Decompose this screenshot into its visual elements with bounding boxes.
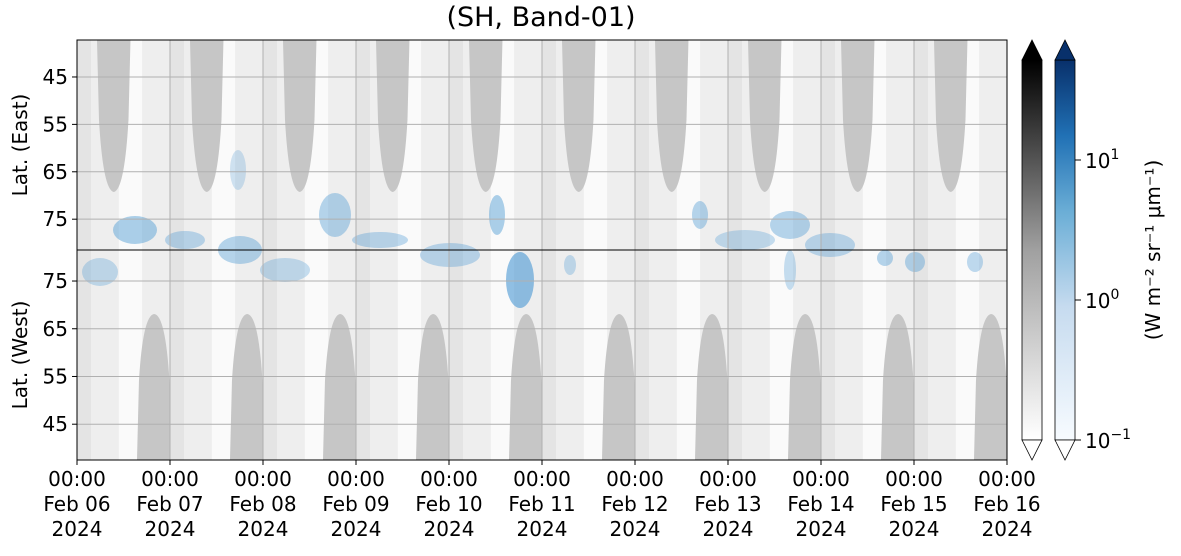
x-tick-label: 2024	[52, 517, 103, 541]
x-tick-label: 2024	[796, 517, 847, 541]
night-swath	[561, 40, 596, 192]
night-swath	[322, 314, 358, 460]
x-tick-label: 00:00	[513, 467, 571, 491]
x-tick-label: 2024	[145, 517, 196, 541]
y-tick-label: 55	[43, 112, 68, 136]
night-swath	[840, 40, 875, 192]
y-axis-label: Lat. (West)	[8, 301, 32, 410]
x-tick-label: 2024	[610, 517, 661, 541]
x-tick-label: Feb 10	[415, 492, 482, 516]
x-tick-label: 2024	[238, 517, 289, 541]
x-tick-label: 00:00	[792, 467, 850, 491]
x-tick-label: 00:00	[234, 467, 292, 491]
tick-exponent: 1	[1110, 147, 1119, 163]
x-tick-label: Feb 07	[136, 492, 203, 516]
colorbar-tick-label: 101	[1085, 147, 1119, 173]
night-swath	[229, 314, 265, 460]
x-tick-label: 2024	[889, 517, 940, 541]
x-tick-label: Feb 14	[787, 492, 854, 516]
tick-base: 10	[1085, 289, 1110, 313]
x-tick-label: 00:00	[606, 467, 664, 491]
night-swath	[601, 314, 637, 460]
x-tick-label: 2024	[517, 517, 568, 541]
x-tick-label: Feb 08	[229, 492, 296, 516]
night-swath	[136, 314, 172, 460]
colorbar	[1054, 59, 1076, 441]
y-tick-label: 75	[43, 269, 68, 293]
colorbar-extend-max	[1021, 39, 1043, 61]
night-swath	[96, 40, 131, 192]
night-swath	[508, 314, 544, 460]
x-tick-label: 00:00	[327, 467, 385, 491]
night-swath	[282, 40, 317, 192]
x-tick-label: 2024	[703, 517, 754, 541]
radiance-patches	[82, 150, 983, 308]
x-tick-label: 00:00	[141, 467, 199, 491]
night-swath	[654, 40, 689, 192]
x-tick-label: Feb 13	[694, 492, 761, 516]
x-tick-label: 00:00	[420, 467, 478, 491]
night-swath	[189, 40, 224, 192]
y-tick-label: 55	[43, 364, 68, 388]
colorbar-extend-min	[1054, 439, 1076, 461]
night-swath	[375, 40, 410, 192]
night-swath	[747, 40, 782, 192]
x-tick-label: 00:00	[978, 467, 1036, 491]
night-swath	[468, 40, 503, 192]
x-tick-label: Feb 15	[880, 492, 947, 516]
chart-title: (SH, Band-01)	[446, 2, 635, 33]
x-tick-label: Feb 09	[322, 492, 389, 516]
x-tick-label: Feb 12	[601, 492, 668, 516]
y-tick-label: 45	[43, 412, 68, 436]
y-tick-label: 45	[43, 65, 68, 89]
tick-exponent: 0	[1110, 287, 1119, 303]
night-swath	[694, 314, 730, 460]
colorbar	[1021, 59, 1043, 441]
night-swath	[880, 314, 916, 460]
y-tick-label: 65	[43, 317, 68, 341]
colorbar-tick-label: 10−1	[1085, 427, 1131, 453]
tick-base: 10	[1085, 429, 1110, 453]
x-tick-label: 00:00	[48, 467, 106, 491]
colorbar-label: (W m⁻² sr⁻¹ μm⁻¹)	[1141, 160, 1165, 341]
x-tick-label: 00:00	[699, 467, 757, 491]
tick-exponent: −1	[1110, 427, 1131, 443]
y-tick-label: 65	[43, 160, 68, 184]
x-tick-label: Feb 11	[508, 492, 575, 516]
night-swath	[787, 314, 823, 460]
plot-frame	[76, 39, 1008, 461]
x-tick-label: Feb 16	[973, 492, 1040, 516]
colorbar-tick-label: 100	[1085, 287, 1119, 313]
night-swath	[933, 40, 968, 192]
y-tick-label: 75	[43, 207, 68, 231]
x-tick-label: 2024	[982, 517, 1033, 541]
tick-base: 10	[1085, 149, 1110, 173]
colorbar-extend-min	[1021, 439, 1043, 461]
colorbar-extend-max	[1054, 39, 1076, 61]
night-swath	[415, 314, 451, 460]
x-tick-label: 2024	[331, 517, 382, 541]
x-tick-label: 00:00	[885, 467, 943, 491]
night-swath	[973, 314, 1007, 460]
x-tick-label: Feb 06	[43, 492, 110, 516]
x-tick-label: 2024	[424, 517, 475, 541]
y-axis-label: Lat. (East)	[8, 94, 32, 197]
